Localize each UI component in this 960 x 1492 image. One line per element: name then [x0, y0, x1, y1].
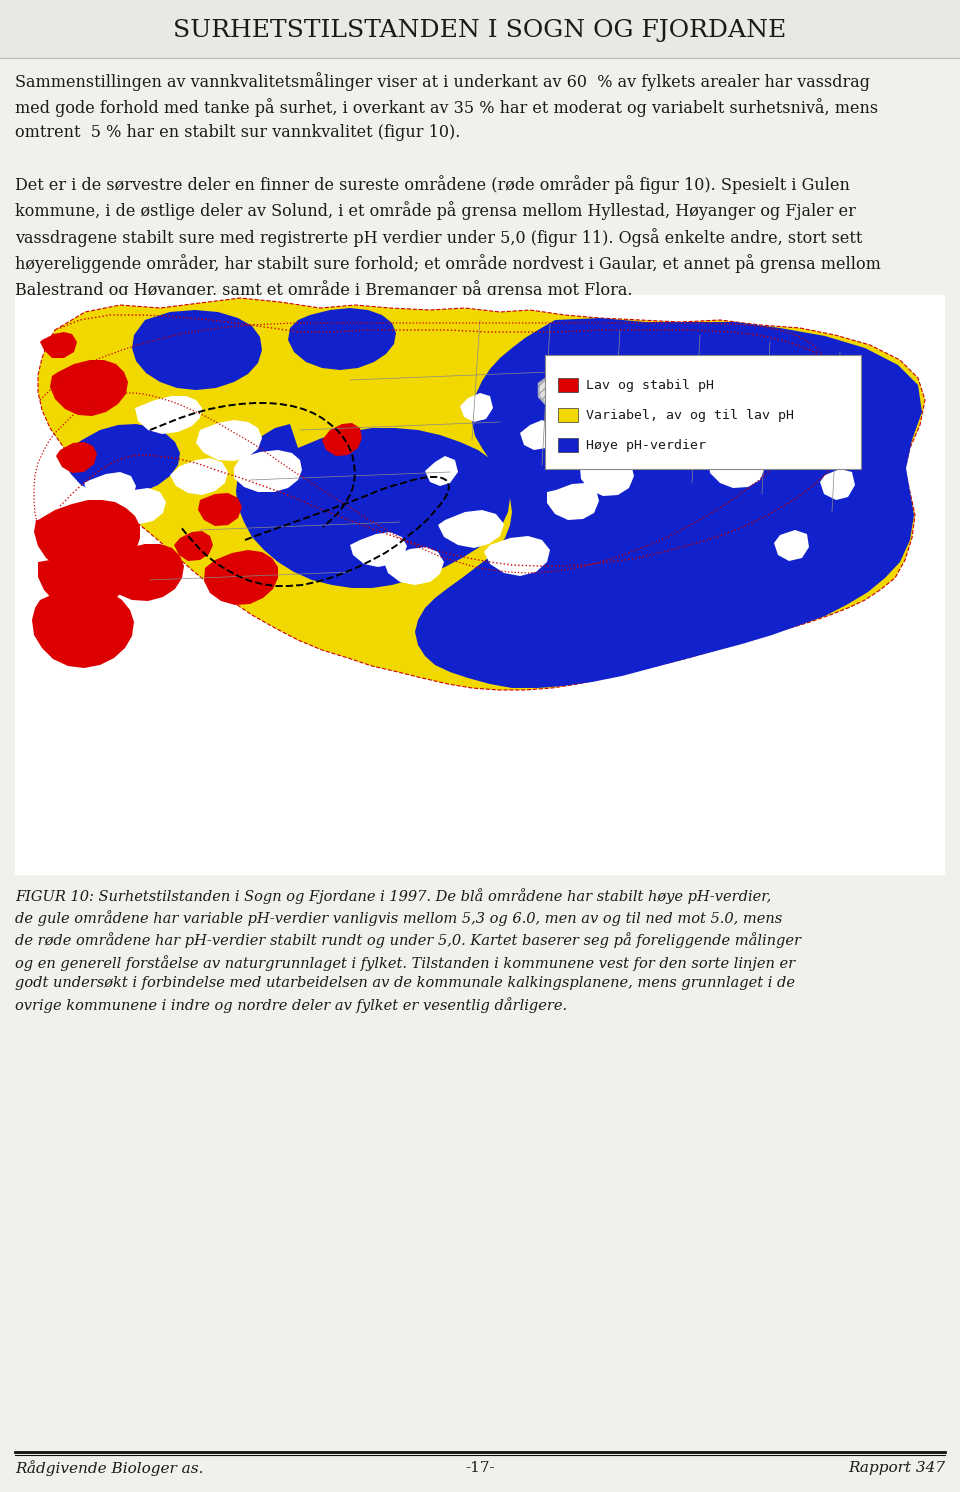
FancyBboxPatch shape [558, 377, 578, 392]
Polygon shape [84, 471, 136, 506]
Polygon shape [520, 421, 554, 451]
Polygon shape [234, 451, 302, 492]
Polygon shape [196, 421, 262, 461]
Polygon shape [580, 458, 634, 495]
FancyBboxPatch shape [558, 407, 578, 422]
Polygon shape [135, 395, 202, 434]
Text: FIGUR 10: Surhetstilstanden i Sogn og Fjordane i 1997. De blå områdene har stabi: FIGUR 10: Surhetstilstanden i Sogn og Fj… [15, 888, 801, 1013]
Polygon shape [662, 410, 722, 449]
Polygon shape [236, 424, 510, 588]
Polygon shape [174, 531, 213, 561]
Polygon shape [50, 360, 128, 416]
FancyBboxPatch shape [0, 0, 960, 58]
Polygon shape [774, 530, 809, 561]
Polygon shape [384, 548, 444, 585]
Polygon shape [38, 298, 925, 689]
Polygon shape [460, 392, 493, 422]
FancyBboxPatch shape [545, 355, 861, 468]
Polygon shape [34, 500, 140, 576]
Polygon shape [547, 483, 599, 521]
Polygon shape [66, 424, 180, 495]
Polygon shape [170, 458, 228, 495]
Text: Sammenstillingen av vannkvalitetsmålinger viser at i underkant av 60  % av fylke: Sammenstillingen av vannkvalitetsmålinge… [15, 72, 878, 140]
Polygon shape [132, 310, 262, 389]
Polygon shape [38, 548, 128, 610]
Polygon shape [709, 451, 765, 488]
Polygon shape [538, 372, 606, 416]
Polygon shape [614, 376, 674, 416]
Text: Det er i de sørvestre deler en finner de sureste områdene (røde områder på figur: Det er i de sørvestre deler en finner de… [15, 175, 881, 300]
Text: Rådgivende Biologer as.: Rådgivende Biologer as. [15, 1461, 204, 1476]
Polygon shape [820, 468, 855, 500]
Text: Variabel, av og til lav pH: Variabel, av og til lav pH [586, 409, 794, 422]
Text: SURHETSTILSTANDEN I SOGN OG FJORDANE: SURHETSTILSTANDEN I SOGN OG FJORDANE [174, 18, 786, 42]
Polygon shape [484, 536, 550, 576]
Polygon shape [204, 551, 278, 604]
Text: Lav og stabil pH: Lav og stabil pH [586, 379, 714, 391]
Polygon shape [56, 442, 97, 473]
Polygon shape [40, 333, 77, 358]
Polygon shape [198, 492, 242, 527]
Polygon shape [322, 424, 362, 457]
Text: -17-: -17- [466, 1461, 494, 1476]
Polygon shape [288, 307, 396, 370]
Polygon shape [32, 588, 134, 668]
Polygon shape [540, 374, 597, 413]
Polygon shape [425, 457, 458, 486]
Polygon shape [415, 318, 922, 688]
Text: Høye pH-verdier: Høye pH-verdier [586, 439, 706, 452]
Polygon shape [110, 488, 166, 524]
Polygon shape [438, 510, 504, 548]
Polygon shape [350, 533, 407, 567]
FancyBboxPatch shape [558, 439, 578, 452]
FancyBboxPatch shape [15, 295, 945, 874]
Polygon shape [104, 545, 184, 601]
Text: Rapport 347: Rapport 347 [848, 1461, 945, 1476]
